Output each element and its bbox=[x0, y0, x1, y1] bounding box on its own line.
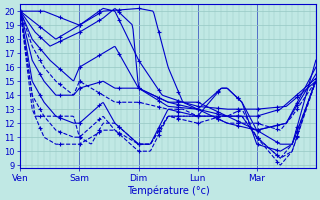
X-axis label: Température (°c): Température (°c) bbox=[127, 185, 210, 196]
